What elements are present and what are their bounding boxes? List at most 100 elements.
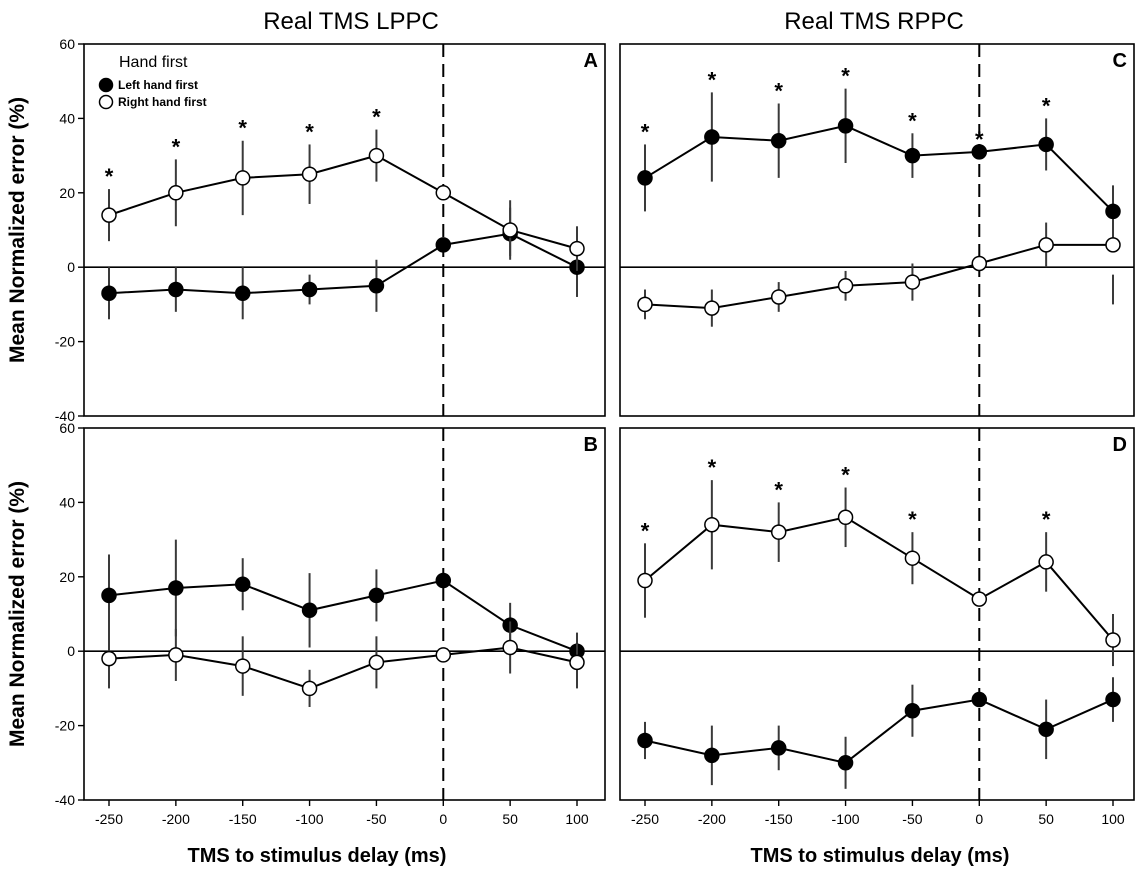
data-point-left-hand	[234, 285, 251, 301]
panel-letter: B	[584, 434, 598, 456]
y-tick-label: 40	[59, 110, 75, 126]
data-point-right-hand	[1038, 554, 1054, 570]
data-point-right-hand	[704, 516, 720, 533]
data-point-right-hand	[234, 170, 251, 186]
data-point-right-hand	[837, 509, 854, 526]
series-line	[644, 516, 1114, 641]
legend-item-right-hand: Right hand first	[118, 95, 207, 109]
x-tick-label: -100	[296, 811, 324, 827]
data-point-left-hand	[168, 580, 184, 596]
data-point-right-hand	[904, 550, 921, 566]
y-tick-label: -20	[55, 334, 75, 350]
data-point-right-hand	[435, 647, 452, 663]
data-point-right-hand	[971, 591, 988, 607]
y-tick-label: 20	[59, 569, 75, 585]
data-point-right-hand	[168, 647, 184, 663]
data-point-right-hand	[301, 680, 318, 697]
data-point-left-hand	[301, 602, 318, 619]
panel-letter: D	[1113, 434, 1127, 456]
series-line	[108, 579, 578, 653]
x-tick-label: -250	[95, 811, 123, 827]
panel-frame	[83, 43, 606, 417]
data-point-right-hand	[770, 524, 787, 540]
data-point-right-hand	[637, 296, 653, 313]
panel-letter: A	[584, 50, 598, 72]
data-point-right-hand	[1105, 237, 1121, 253]
panel-frame	[619, 427, 1135, 801]
data-point-right-hand	[1038, 237, 1054, 253]
significance-marker: *	[372, 105, 381, 130]
significance-marker: *	[105, 164, 114, 189]
data-point-right-hand	[502, 222, 518, 238]
significance-marker: *	[1042, 93, 1051, 118]
data-point-right-hand	[904, 274, 921, 290]
y-tick-label: 60	[59, 420, 75, 436]
y-axis-label-bottom: Mean Normalized error (%)	[6, 481, 29, 747]
data-point-right-hand	[368, 654, 385, 671]
data-point-left-hand	[168, 281, 184, 298]
series-line	[108, 154, 578, 250]
data-point-left-hand	[301, 281, 318, 298]
data-point-right-hand	[368, 147, 385, 164]
data-point-left-hand	[435, 572, 452, 589]
panel-letter: C	[1113, 50, 1127, 72]
data-point-right-hand	[704, 300, 720, 316]
data-point-right-hand	[569, 654, 585, 671]
y-tick-label: -40	[55, 408, 75, 424]
data-point-right-hand	[234, 658, 251, 674]
panel-frame	[619, 43, 1135, 417]
data-point-left-hand	[368, 587, 385, 604]
panel-frame	[83, 427, 606, 801]
significance-marker: *	[172, 134, 181, 159]
data-point-right-hand	[502, 639, 518, 656]
data-point-left-hand	[704, 747, 720, 764]
significance-marker: *	[238, 116, 247, 141]
series-line	[108, 232, 578, 295]
series-line	[644, 124, 1114, 213]
y-axis-label-top: Mean Normalized error (%)	[6, 97, 29, 363]
x-tick-label: 50	[502, 811, 518, 827]
significance-marker: *	[708, 455, 717, 480]
data-point-left-hand	[837, 755, 854, 771]
significance-marker: *	[774, 79, 783, 104]
significance-marker: *	[841, 463, 850, 488]
panel-c: C * * * * * * *	[619, 43, 1135, 417]
x-tick-label: -150	[229, 811, 257, 827]
data-point-left-hand	[837, 118, 854, 134]
data-point-right-hand	[637, 572, 653, 589]
data-point-left-hand	[904, 702, 921, 719]
data-point-left-hand	[101, 587, 117, 604]
data-point-right-hand	[837, 278, 854, 294]
significance-marker: *	[774, 477, 783, 502]
x-tick-label: 0	[975, 811, 983, 827]
x-tick-label: 100	[565, 811, 589, 827]
data-point-left-hand	[637, 732, 653, 749]
data-point-right-hand	[770, 289, 787, 305]
data-point-left-hand	[904, 147, 921, 164]
significance-marker: *	[1042, 507, 1051, 532]
data-point-right-hand	[101, 207, 117, 223]
y-tick-label: 20	[59, 185, 75, 201]
x-tick-label: -50	[366, 811, 386, 827]
data-point-left-hand	[1105, 203, 1121, 220]
y-tick-label: 60	[59, 36, 75, 52]
x-tick-label: -50	[902, 811, 922, 827]
data-point-left-hand	[368, 278, 385, 294]
data-point-left-hand	[234, 576, 251, 592]
x-tick-label: -200	[698, 811, 726, 827]
significance-marker: *	[908, 108, 917, 133]
x-tick-label: -250	[631, 811, 659, 827]
x-tick-label: 50	[1038, 811, 1054, 827]
data-point-right-hand	[101, 650, 117, 667]
data-point-left-hand	[1038, 136, 1054, 153]
significance-marker: *	[975, 127, 984, 152]
significance-marker: *	[641, 518, 650, 543]
x-tick-label: -100	[832, 811, 860, 827]
column-title-right: Real TMS RPPC	[784, 8, 964, 35]
x-axis-label-left: TMS to stimulus delay (ms)	[188, 845, 447, 867]
significance-marker: *	[305, 119, 314, 144]
legend-item-left-hand: Left hand first	[118, 78, 198, 92]
x-tick-label: -150	[765, 811, 793, 827]
data-point-left-hand	[435, 237, 452, 253]
series-line	[644, 243, 1113, 310]
